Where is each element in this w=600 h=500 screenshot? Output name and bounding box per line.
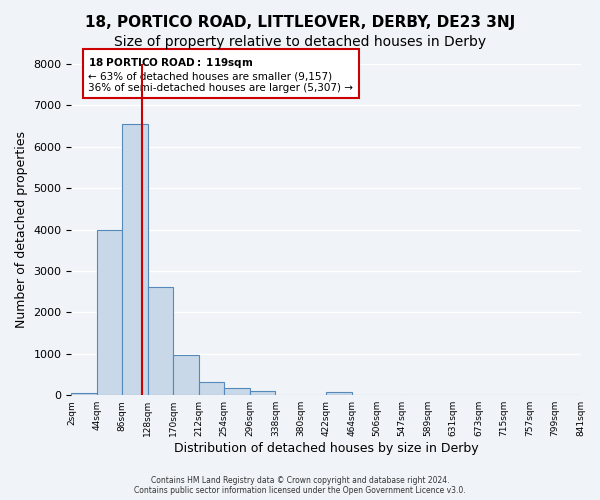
Text: $\bf{18\ PORTICO\ ROAD:\ 119sqm}$
← 63% of detached houses are smaller (9,157)
3: $\bf{18\ PORTICO\ ROAD:\ 119sqm}$ ← 63% … xyxy=(88,56,353,93)
Bar xyxy=(199,382,224,395)
Bar xyxy=(173,355,199,395)
Y-axis label: Number of detached properties: Number of detached properties xyxy=(15,131,28,328)
Text: 18, PORTICO ROAD, LITTLEOVER, DERBY, DE23 3NJ: 18, PORTICO ROAD, LITTLEOVER, DERBY, DE2… xyxy=(85,15,515,30)
Bar xyxy=(224,388,250,395)
Bar xyxy=(250,390,275,395)
Bar xyxy=(122,124,148,395)
Bar xyxy=(97,230,122,395)
Bar xyxy=(326,392,352,395)
X-axis label: Distribution of detached houses by size in Derby: Distribution of detached houses by size … xyxy=(173,442,478,455)
Text: Contains HM Land Registry data © Crown copyright and database right 2024.
Contai: Contains HM Land Registry data © Crown c… xyxy=(134,476,466,495)
Text: Size of property relative to detached houses in Derby: Size of property relative to detached ho… xyxy=(114,35,486,49)
Bar xyxy=(71,392,97,395)
Bar xyxy=(148,286,173,395)
